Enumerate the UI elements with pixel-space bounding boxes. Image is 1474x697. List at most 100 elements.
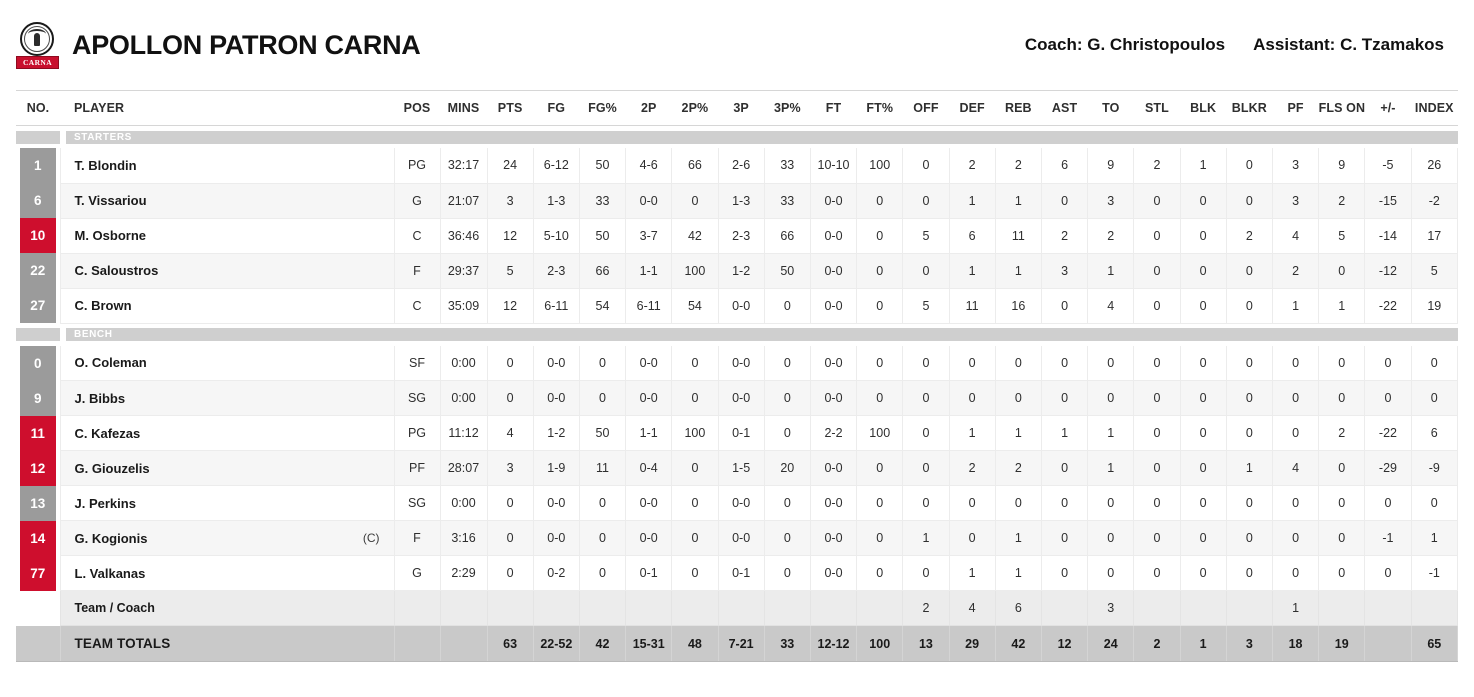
player-name-cell[interactable]: M. Osborne: [59, 218, 395, 254]
stat-3p-pct: 0: [764, 555, 811, 591]
col-header-3pp[interactable]: 3P%: [764, 90, 811, 126]
player-name-cell[interactable]: O. Coleman: [59, 345, 395, 381]
col-header-ftp[interactable]: FT%: [856, 90, 903, 126]
table-row[interactable]: 6 T. Vissariou G 21:07 3 1-3 33 0-0 0 1-3 33 0-0 0 0 1…: [16, 183, 1459, 219]
player-name-cell[interactable]: T. Blondin: [59, 148, 395, 184]
stat-pos: G: [394, 555, 441, 591]
stat-2p: 0-0: [625, 485, 673, 521]
table-row[interactable]: 14 G. Kogionis (C) F 3:16 0 0-0 0 0-0 0 0-0 0 0-0 0 1 0…: [16, 520, 1459, 556]
table-row[interactable]: 9 J. Bibbs SG 0:00 0 0-0 0 0-0 0 0-0 0 0-0 0 0 0 0 0 0 0 0 0…: [16, 380, 1459, 416]
page-title: APOLLON PATRON CARNA: [72, 29, 421, 60]
col-header-index[interactable]: INDEX: [1411, 90, 1458, 126]
stat-def: 1: [949, 183, 996, 219]
stat-pts: 12: [487, 218, 534, 254]
stat-ft: 0-0: [810, 450, 858, 486]
stat-2p-pct: 0: [671, 450, 719, 486]
table-row[interactable]: 1 T. Blondin PG 32:17 24 6-12 50 4-6 66 2-6 33 10-1…: [16, 148, 1459, 184]
stat-pos: [394, 590, 441, 626]
table-row[interactable]: 27 C. Brown C 35:09 12 6-11 54 6-11 54 0-0 0 0-0 0 5 1…: [16, 288, 1459, 324]
stat-reb: 1: [995, 415, 1042, 451]
stat-2p: 0-0: [625, 520, 673, 556]
stat-ft-pct: 0: [856, 253, 904, 289]
col-header-3p[interactable]: 3P: [718, 90, 765, 126]
group-band-left: [16, 328, 60, 341]
col-header-reb[interactable]: REB: [995, 90, 1042, 126]
stat-off: 1: [902, 520, 950, 556]
stat-3p: 1-5: [718, 450, 765, 486]
col-header-player[interactable]: PLAYER: [60, 90, 394, 126]
col-header-flson[interactable]: FLS ON: [1318, 90, 1365, 126]
stat-stl: 0: [1133, 415, 1181, 451]
stat-plus-minus: -22: [1364, 415, 1412, 451]
stat-to: 3: [1087, 590, 1135, 626]
player-name-cell[interactable]: J. Bibbs: [59, 380, 395, 416]
stat-index: -1: [1411, 555, 1459, 591]
row-spacer-cell: [16, 625, 61, 662]
table-row[interactable]: 11 C. Kafezas PG 11:12 4 1-2 50 1-1 100 0-1 0 2-2 10…: [16, 415, 1459, 451]
table-row[interactable]: 0 O. Coleman SF 0:00 0 0-0 0 0-0 0 0-0 0 0-0 0 0 0 0 0 0 0…: [16, 345, 1459, 381]
stat-to: 0: [1087, 345, 1135, 381]
head-coach-label: Coach:: [1024, 35, 1083, 54]
stat-blk: 0: [1180, 450, 1227, 486]
stat-pf: 0: [1272, 555, 1320, 591]
col-header-pts[interactable]: PTS: [487, 90, 534, 126]
table-row[interactable]: 22 C. Saloustros F 29:37 5 2-3 66 1-1 100 1-2 50 0-…: [16, 253, 1459, 289]
stat-blk: 0: [1180, 183, 1227, 219]
stat-mins: 0:00: [440, 485, 488, 521]
stat-plus-minus: -15: [1364, 183, 1412, 219]
stat-plus-minus: 0: [1364, 485, 1412, 521]
stat-fg-pct: 0: [579, 520, 627, 556]
stat-ft-pct: 0: [856, 345, 904, 381]
stat-pf: 0: [1272, 485, 1320, 521]
player-name-cell[interactable]: L. Valkanas: [59, 555, 395, 591]
table-row[interactable]: 13 J. Perkins SG 0:00 0 0-0 0 0-0 0 0-0 0 0-0 0 0 0 0 0 0…: [16, 485, 1459, 521]
col-header-fgp[interactable]: FG%: [579, 90, 626, 126]
jersey-number-badge: 14: [19, 520, 56, 556]
col-header-pf[interactable]: PF: [1272, 90, 1319, 126]
stat-2p: 15-31: [625, 625, 673, 662]
stat-3p: 0-1: [718, 415, 765, 451]
player-name: M. Osborne: [74, 228, 147, 243]
col-header-blk[interactable]: BLK: [1180, 90, 1227, 126]
group-divider-starters: STARTERS: [16, 126, 1458, 149]
col-header-stl[interactable]: STL: [1133, 90, 1181, 126]
stat-3p-pct: 0: [764, 485, 811, 521]
player-name-cell[interactable]: C. Brown: [59, 288, 395, 324]
stat-ft-pct: 0: [856, 450, 904, 486]
stat-3p: 2-3: [718, 218, 765, 254]
table-row[interactable]: 12 G. Giouzelis PF 28:07 3 1-9 11 0-4 0 1-5 20 0-0 0…: [16, 450, 1459, 486]
col-header-to[interactable]: TO: [1087, 90, 1134, 126]
col-header-fg[interactable]: FG: [533, 90, 580, 126]
table-row[interactable]: 10 M. Osborne C 36:46 12 5-10 50 3-7 42 2-3 66 0-0 0…: [16, 218, 1459, 254]
jersey-number-cell: 22: [16, 253, 60, 288]
player-name-cell[interactable]: T. Vissariou: [59, 183, 395, 219]
table-row[interactable]: 77 L. Valkanas G 2:29 0 0-2 0 0-1 0 0-1 0 0-0 0 0 1 1 0 0…: [16, 555, 1459, 591]
col-header-no[interactable]: NO.: [16, 90, 60, 126]
stat-mins: 35:09: [440, 288, 488, 324]
col-header-pm[interactable]: +/-: [1364, 90, 1412, 126]
stat-to: 0: [1087, 555, 1135, 591]
team-logo-icon: CARNA: [16, 21, 60, 69]
player-name: T. Blondin: [74, 157, 137, 173]
col-header-2pp[interactable]: 2P%: [671, 90, 719, 126]
col-header-def[interactable]: DEF: [949, 90, 996, 126]
player-name-cell[interactable]: C. Kafezas: [59, 415, 395, 451]
stat-mins: 11:12: [440, 415, 488, 451]
player-name-cell[interactable]: C. Saloustros: [59, 253, 395, 289]
assistant-coach-label: Assistant:: [1253, 35, 1336, 54]
stat-stl: 0: [1133, 450, 1181, 486]
stat-mins: 0:00: [440, 345, 488, 381]
col-header-ast[interactable]: AST: [1041, 90, 1088, 126]
col-header-pos[interactable]: POS: [394, 90, 440, 126]
col-header-blkr[interactable]: BLKR: [1226, 90, 1273, 126]
stat-ft-pct: 0: [856, 288, 904, 324]
col-header-2p[interactable]: 2P: [625, 90, 672, 126]
player-name-cell[interactable]: G. Kogionis (C): [59, 520, 395, 556]
stat-fg-pct: 50: [579, 148, 627, 184]
jersey-number-badge: 77: [19, 555, 56, 591]
col-header-mins[interactable]: MINS: [440, 90, 487, 126]
player-name-cell[interactable]: J. Perkins: [59, 485, 395, 521]
player-name-cell[interactable]: G. Giouzelis: [59, 450, 395, 486]
col-header-ft[interactable]: FT: [810, 90, 857, 126]
col-header-off[interactable]: OFF: [902, 90, 950, 126]
